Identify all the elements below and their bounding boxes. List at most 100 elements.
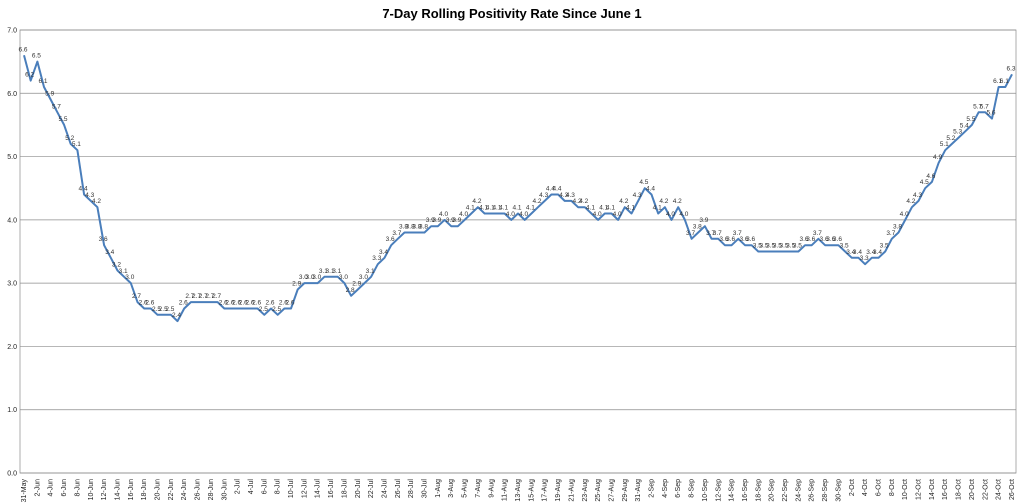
data-label: 4.0 (900, 211, 909, 218)
y-tick-label: 3.0 (7, 281, 17, 288)
data-label: 3.6 (806, 236, 815, 243)
x-tick-label: 8-Jun (74, 479, 81, 497)
data-label: 3.1 (326, 268, 335, 275)
data-label: 3.9 (452, 217, 461, 224)
data-label: 3.5 (766, 243, 775, 250)
data-label: 3.5 (780, 243, 789, 250)
x-tick-label: 20-Jun (155, 479, 162, 501)
data-label: 4.9 (933, 154, 942, 161)
y-tick-label: 7.0 (7, 28, 17, 35)
data-label: 2.6 (225, 299, 234, 306)
data-label: 2.6 (239, 299, 248, 306)
y-tick-label: 1.0 (7, 407, 17, 414)
data-label: 4.1 (466, 205, 475, 212)
x-tick-label: 8-Sep (689, 479, 696, 498)
data-label: 3.6 (386, 236, 395, 243)
x-tick-label: 9-Aug (488, 479, 495, 498)
x-tick-label: 18-Oct (956, 479, 963, 500)
data-label: 2.4 (172, 312, 181, 319)
data-label: 3.0 (299, 274, 308, 281)
data-label: 3.5 (840, 243, 849, 250)
data-label: 4.5 (639, 179, 648, 186)
x-tick-label: 15-Aug (528, 479, 535, 502)
x-tick-label: 2-Jul (235, 479, 242, 495)
data-label: 3.8 (406, 224, 415, 231)
x-tick-label: 16-Jul (328, 479, 335, 499)
data-label: 3.6 (719, 236, 728, 243)
data-label: 6.5 (32, 53, 41, 60)
x-tick-label: 20-Sep (769, 479, 776, 502)
data-label: 2.9 (292, 280, 301, 287)
data-label: 3.9 (446, 217, 455, 224)
data-label: 2.5 (165, 306, 174, 313)
data-label: 3.8 (693, 224, 702, 231)
data-label: 4.1 (486, 205, 495, 212)
x-tick-label: 10-Jul (288, 479, 295, 499)
data-label: 2.7 (185, 293, 194, 300)
data-label: 4.1 (586, 205, 595, 212)
data-label: 4.0 (613, 211, 622, 218)
x-tick-label: 12-Jul (301, 479, 308, 499)
x-tick-label: 2-Jun (34, 479, 41, 497)
x-tick-label: 27-Aug (608, 479, 615, 502)
data-label: 3.3 (860, 255, 869, 262)
data-label: 3.3 (372, 255, 381, 262)
data-label: 2.6 (219, 299, 228, 306)
data-label: 3.4 (866, 249, 875, 256)
data-label: 2.8 (346, 287, 355, 294)
data-label: 3.7 (713, 230, 722, 237)
data-label: 2.6 (286, 299, 295, 306)
x-tick-label: 4-Jun (48, 479, 55, 497)
x-tick-label: 2-Sep (649, 479, 656, 498)
x-tick-label: 24-Oct (996, 479, 1003, 500)
data-label: 4.4 (79, 186, 88, 193)
x-tick-label: 30-Jun (221, 479, 228, 501)
data-label: 4.1 (512, 205, 521, 212)
x-tick-label: 24-Jul (381, 479, 388, 499)
data-label: 5.3 (953, 129, 962, 136)
x-tick-label: 23-Aug (582, 479, 589, 502)
data-label: 3.8 (412, 224, 421, 231)
x-tick-label: 30-Jul (422, 479, 429, 499)
data-label: 5.5 (59, 116, 68, 123)
data-label: 3.0 (339, 274, 348, 281)
y-tick-label: 6.0 (7, 91, 17, 98)
x-tick-label: 20-Oct (969, 479, 976, 500)
x-tick-label: 29-Aug (622, 479, 629, 502)
data-label: 3.7 (706, 230, 715, 237)
x-tick-label: 3-Aug (448, 479, 455, 498)
x-tick-label: 6-Jun (61, 479, 68, 497)
data-label: 3.6 (820, 236, 829, 243)
data-label: 6.3 (1006, 65, 1015, 72)
x-tick-label: 18-Sep (755, 479, 762, 502)
data-label: 5.2 (946, 135, 955, 142)
data-label: 4.1 (526, 205, 535, 212)
x-tick-label: 4-Jul (248, 479, 255, 495)
data-label: 4.3 (85, 192, 94, 199)
data-label: 4.3 (913, 192, 922, 199)
x-tick-label: 10-Oct (902, 479, 909, 500)
data-label: 3.7 (686, 230, 695, 237)
x-tick-label: 10-Jun (88, 479, 95, 501)
x-tick-label: 31-Aug (635, 479, 642, 502)
data-label: 3.6 (746, 236, 755, 243)
data-label: 3.1 (366, 268, 375, 275)
data-label: 5.5 (966, 116, 975, 123)
x-tick-label: 14-Jun (114, 479, 121, 501)
data-label: 3.7 (813, 230, 822, 237)
data-label: 4.1 (653, 205, 662, 212)
x-tick-label: 18-Jul (341, 479, 348, 499)
data-label: 3.6 (726, 236, 735, 243)
data-label: 3.4 (873, 249, 882, 256)
data-label: 4.4 (553, 186, 562, 193)
x-tick-label: 21-Aug (568, 479, 575, 502)
data-label: 2.7 (199, 293, 208, 300)
x-tick-label: 16-Jun (128, 479, 135, 501)
y-tick-label: 2.0 (7, 344, 17, 351)
x-tick-label: 26-Oct (1009, 479, 1016, 500)
data-label: 4.1 (492, 205, 501, 212)
data-label: 2.6 (279, 299, 288, 306)
data-label: 2.5 (152, 306, 161, 313)
data-label: 4.0 (666, 211, 675, 218)
